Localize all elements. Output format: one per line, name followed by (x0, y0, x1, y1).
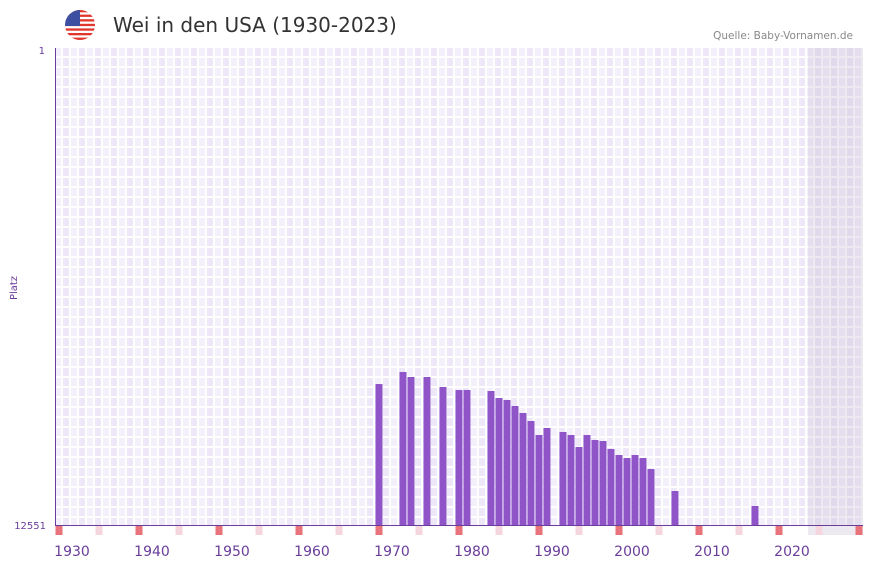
year-marker-2013 (735, 526, 743, 535)
year-marker-1988 (535, 526, 543, 535)
page-title: Wei in den USA (1930-2023) (113, 13, 397, 37)
bar-1989 (543, 428, 551, 525)
year-marker-2018 (775, 526, 783, 535)
bar-1987 (527, 421, 535, 525)
year-marker-2028 (855, 526, 863, 535)
year-marker-1933 (95, 526, 103, 535)
bar-1985 (511, 405, 519, 525)
bar-2005 (671, 491, 679, 525)
bar-1978 (455, 389, 463, 525)
bar-1974 (423, 376, 431, 525)
bar-1982 (487, 390, 495, 525)
x-tick-1980: 1980 (454, 544, 490, 560)
year-marker-2003 (655, 526, 663, 535)
x-tick-2020: 2020 (774, 544, 810, 560)
x-tick-2000: 2000 (614, 544, 650, 560)
year-marker-1983 (495, 526, 503, 535)
x-tick-1970: 1970 (374, 544, 410, 560)
bar-1997 (607, 448, 615, 525)
bar-2002 (647, 469, 655, 525)
year-marker-1948 (215, 526, 223, 535)
year-marker-1968 (375, 526, 383, 535)
year-marker-1928 (55, 526, 63, 535)
x-tick-1950: 1950 (214, 544, 250, 560)
bar-1983 (495, 398, 503, 525)
source-label: Quelle: Baby-Vornamen.de (713, 30, 853, 42)
x-tick-1940: 1940 (134, 544, 170, 560)
year-marker-1998 (615, 526, 623, 535)
year-marker-1973 (415, 526, 423, 535)
bar-1999 (623, 457, 631, 525)
shaded-future-region (808, 48, 863, 535)
bar-1971 (399, 371, 407, 525)
bar-1972 (407, 376, 415, 525)
year-marker-1943 (175, 526, 183, 535)
y-tick-top: 1 (39, 46, 45, 57)
bar-1968 (375, 384, 383, 525)
bar-1993 (575, 447, 583, 525)
bar-1986 (519, 412, 527, 525)
x-tick-1990: 1990 (534, 544, 570, 560)
bar-1996 (599, 441, 607, 525)
y-tick-bottom: 12551 (14, 521, 46, 532)
bar-1991 (559, 431, 567, 525)
year-marker-2023 (815, 526, 823, 535)
year-marker-2008 (695, 526, 703, 535)
bar-2015 (751, 505, 759, 525)
bar-1984 (503, 399, 511, 525)
y-axis-label: Platz (9, 276, 20, 300)
year-marker-1963 (335, 526, 343, 535)
bar-2000 (631, 454, 639, 525)
bar-1994 (583, 434, 591, 525)
bar-1988 (535, 434, 543, 525)
us-flag-icon (65, 10, 95, 40)
x-tick-1930: 1930 (54, 544, 90, 560)
year-marker-1958 (295, 526, 303, 535)
bar-2001 (639, 457, 647, 525)
year-marker-1938 (135, 526, 143, 535)
x-tick-2010: 2010 (694, 544, 730, 560)
bar-1976 (439, 386, 447, 525)
bar-1979 (463, 389, 471, 525)
bar-1992 (567, 434, 575, 525)
year-marker-1993 (575, 526, 583, 535)
bar-1998 (615, 454, 623, 525)
x-tick-1960: 1960 (294, 544, 330, 560)
bar-1995 (591, 440, 599, 525)
year-marker-1978 (455, 526, 463, 535)
year-marker-1953 (255, 526, 263, 535)
